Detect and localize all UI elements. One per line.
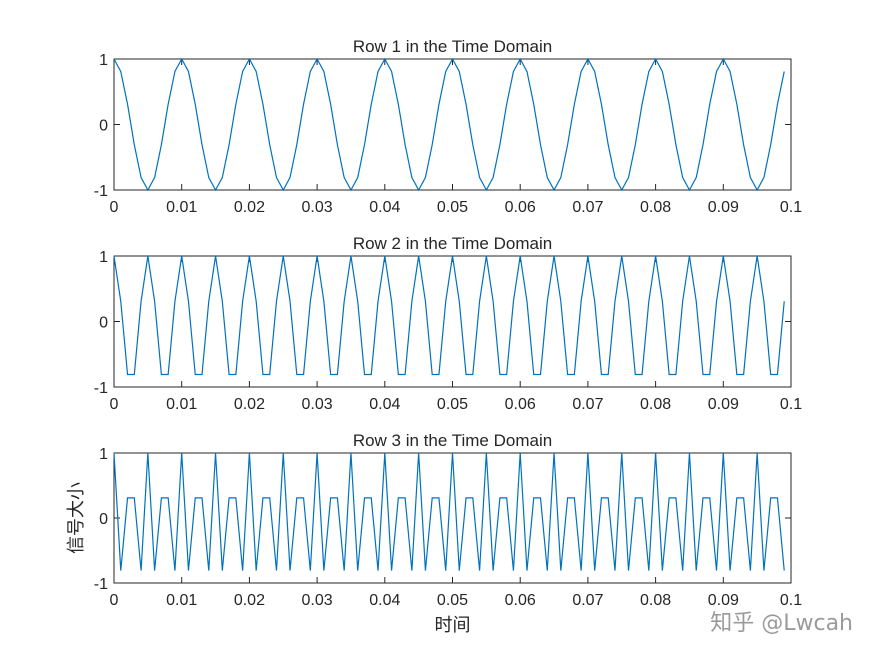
series-line: [113, 452, 785, 571]
x-tick-label: 0.01: [166, 592, 197, 609]
x-tick-label: 0.09: [708, 199, 739, 216]
x-tick-label: 0.03: [302, 396, 333, 413]
axes-box: [113, 255, 792, 388]
series-line: [113, 255, 785, 376]
x-tick-label: 0: [110, 199, 119, 216]
x-tick-label: 0.1: [780, 396, 802, 413]
x-tick-label: 0.05: [437, 396, 468, 413]
x-tick-label: 0: [110, 592, 119, 609]
subplot-1: 0 0.01 0.02 0.03 0.04 0.05 0.06 0.07 0.08 0.09 0.1…: [94, 37, 802, 216]
subplot-2: 0 0.01 0.02 0.03 0.04 0.05 0.06 0.07 0.08 0.09 0.1…: [94, 234, 802, 413]
x-tick-label: 0.03: [302, 199, 333, 216]
y-tick-label: 0: [99, 511, 108, 528]
axes-box: [113, 58, 792, 191]
subplot-title: Row 1 in the Time Domain: [353, 37, 552, 56]
series-line: [113, 57, 785, 192]
subplot-title: Row 3 in the Time Domain: [353, 431, 552, 450]
x-tick-label: 0.09: [708, 396, 739, 413]
subplot-title: Row 2 in the Time Domain: [353, 234, 552, 253]
x-tick-label: 0.04: [369, 396, 400, 413]
x-tick-label: 0.05: [437, 592, 468, 609]
x-tick-label: 0.06: [505, 396, 536, 413]
x-tick-label: 0.06: [505, 199, 536, 216]
y-tick-label: 1: [99, 52, 108, 69]
axes-box: [113, 452, 792, 584]
x-tick-label: 0.07: [572, 592, 603, 609]
y-tick-label: 0: [99, 118, 108, 135]
y-tick-label: 1: [99, 249, 108, 266]
y-tick-label: -1: [94, 576, 108, 593]
x-tick-label: 0.08: [640, 592, 671, 609]
x-tick-label: 0.08: [640, 396, 671, 413]
watermark: 知乎 @Lwcah: [710, 611, 853, 636]
x-tick-label: 0.04: [369, 592, 400, 609]
x-tick-label: 0.07: [572, 396, 603, 413]
x-tick-label: 0.01: [166, 396, 197, 413]
x-tick-label: 0.01: [166, 199, 197, 216]
y-axis-label: 信号大小: [66, 482, 87, 554]
y-tick-label: -1: [94, 183, 108, 200]
x-tick-label: 0.1: [780, 199, 802, 216]
x-tick-label: 0.02: [234, 199, 265, 216]
x-tick-label: 0.03: [302, 592, 333, 609]
x-tick-label: 0.05: [437, 199, 468, 216]
x-tick-label: 0.08: [640, 199, 671, 216]
x-tick-label: 0.09: [708, 592, 739, 609]
x-tick-label: 0.04: [369, 199, 400, 216]
x-axis-label: 时间: [435, 615, 471, 636]
x-tick-label: 0.02: [234, 396, 265, 413]
x-tick-label: 0: [110, 396, 119, 413]
y-tick-label: 1: [99, 446, 108, 463]
subplot-3: 0 0.01 0.02 0.03 0.04 0.05 0.06 0.07 0.08 0.09 0.1…: [66, 431, 802, 636]
x-tick-label: 0.1: [780, 592, 802, 609]
x-tick-label: 0.02: [234, 592, 265, 609]
y-tick-label: 0: [99, 315, 108, 332]
x-tick-label: 0.07: [572, 199, 603, 216]
x-tick-label: 0.06: [505, 592, 536, 609]
y-tick-label: -1: [94, 380, 108, 397]
